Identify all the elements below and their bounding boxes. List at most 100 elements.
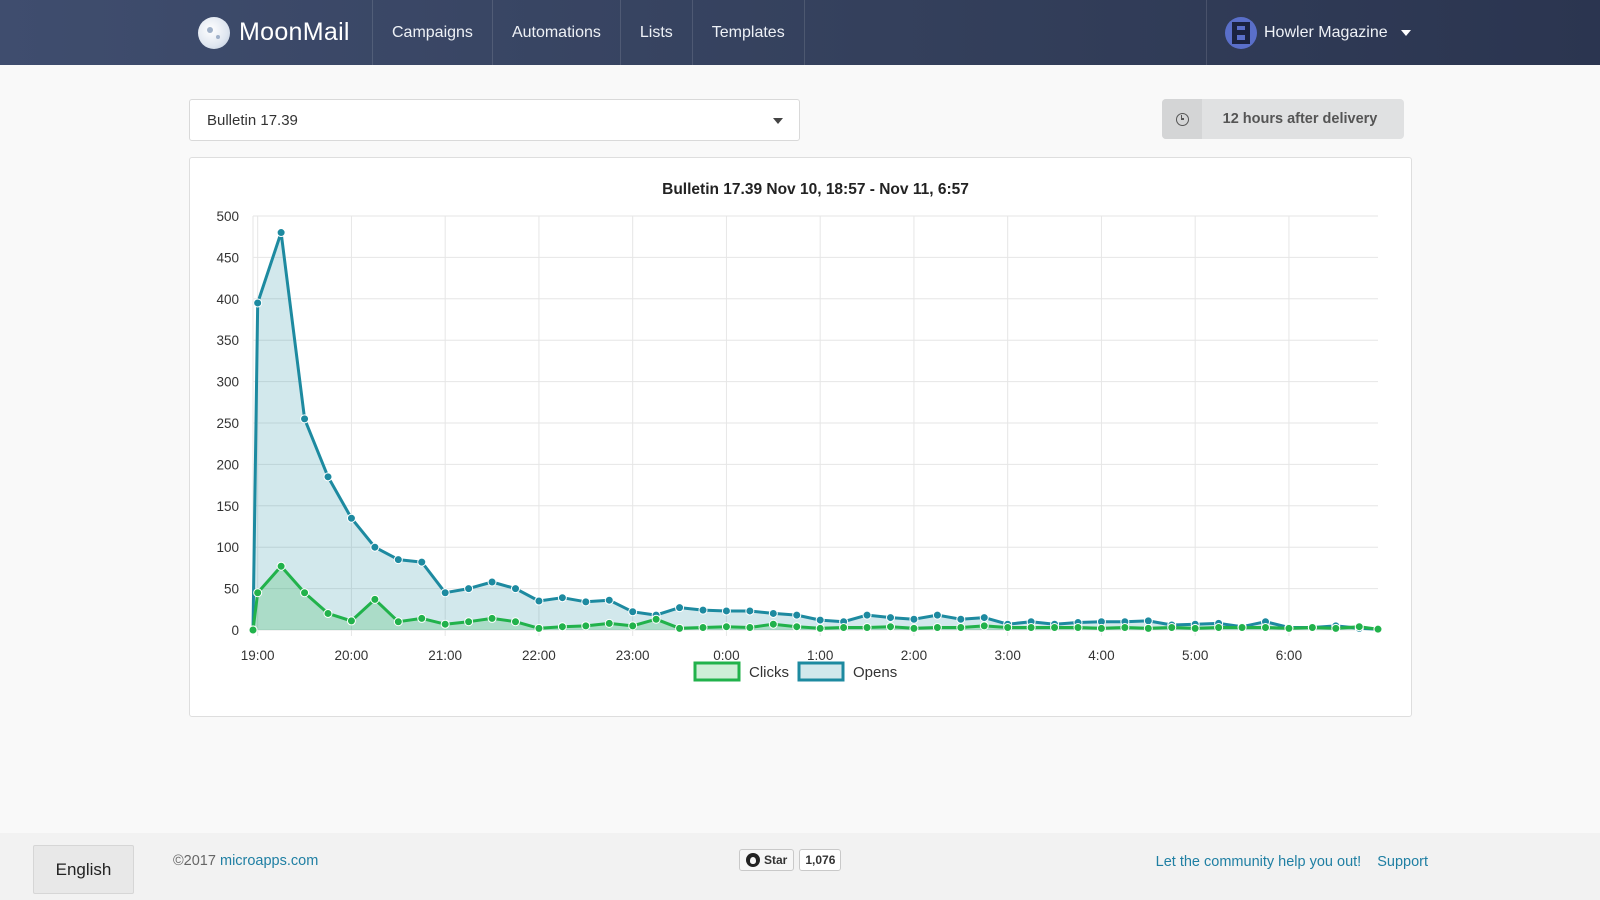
clicks-point xyxy=(248,625,258,635)
opens-point xyxy=(721,606,731,616)
brand-link[interactable]: MoonMail xyxy=(198,0,350,65)
clicks-point xyxy=(1307,623,1317,633)
clicks-point xyxy=(1026,623,1036,633)
clicks-legend-label: Clicks xyxy=(749,664,789,681)
x-tick-label: 6:00 xyxy=(1276,648,1302,663)
nav-campaigns[interactable]: Campaigns xyxy=(372,0,492,65)
opens-point xyxy=(393,555,403,565)
nav-templates[interactable]: Templates xyxy=(691,0,805,65)
clicks-point xyxy=(721,622,731,632)
clicks-point xyxy=(675,623,685,633)
y-tick-label: 0 xyxy=(231,623,239,638)
clicks-point xyxy=(1331,623,1341,633)
clicks-point xyxy=(1190,623,1200,633)
y-tick-label: 300 xyxy=(216,375,239,390)
y-tick-label: 350 xyxy=(216,333,239,348)
clicks-point xyxy=(1096,623,1106,633)
clicks-point xyxy=(557,622,567,632)
opens-point xyxy=(581,597,591,607)
account-menu[interactable]: Howler Magazine xyxy=(1206,0,1416,65)
x-tick-label: 2:00 xyxy=(901,648,927,663)
clicks-point xyxy=(1120,623,1130,633)
x-tick-label: 0:00 xyxy=(713,648,739,663)
clicks-point xyxy=(1143,623,1153,633)
nav-automations[interactable]: Automations xyxy=(491,0,620,65)
opens-legend-label: Opens xyxy=(853,664,897,681)
clicks-point xyxy=(815,623,825,633)
opens-point xyxy=(745,606,755,616)
clicks-point xyxy=(464,617,474,627)
clicks-point xyxy=(839,623,849,633)
clicks-point xyxy=(534,623,544,633)
clicks-point xyxy=(956,623,966,633)
delivery-window-label: 12 hours after delivery xyxy=(1222,111,1378,127)
y-tick-label: 50 xyxy=(224,582,239,597)
clicks-point xyxy=(346,616,356,626)
opens-point xyxy=(417,557,427,567)
opens-point xyxy=(487,577,497,587)
campaign-select[interactable]: Bulletin 17.39 xyxy=(189,99,800,141)
clock-icon xyxy=(1175,112,1189,126)
clicks-point xyxy=(1354,622,1364,632)
opens-point xyxy=(979,613,989,623)
copyright-prefix: ©2017 xyxy=(173,853,216,869)
opens-point xyxy=(346,513,356,523)
opens-point xyxy=(511,584,520,594)
github-star-button[interactable]: Star xyxy=(739,849,795,871)
clicks-point xyxy=(698,623,708,633)
main-nav: Campaigns Automations Lists Templates xyxy=(372,0,805,65)
chart-panel: Bulletin 17.39 Nov 10, 18:57 - Nov 11, 6… xyxy=(189,157,1412,717)
x-tick-label: 22:00 xyxy=(522,648,556,663)
footer: English ©2017 microapps.com Star 1,076 L… xyxy=(0,833,1600,900)
opens-point xyxy=(956,614,966,624)
clicks-point xyxy=(604,618,614,628)
opens-point xyxy=(675,603,685,613)
github-star-widget: Star 1,076 xyxy=(739,849,842,871)
y-tick-label: 250 xyxy=(216,416,239,431)
clicks-point xyxy=(1214,623,1224,633)
clicks-point xyxy=(909,623,919,633)
chevron-down-icon xyxy=(773,118,783,124)
clicks-point xyxy=(393,617,403,627)
clicks-point xyxy=(1003,623,1013,633)
x-tick-label: 21:00 xyxy=(428,648,462,663)
y-tick-label: 500 xyxy=(216,209,239,224)
opens-point xyxy=(604,595,614,605)
opens-point xyxy=(1143,616,1153,626)
campaign-select-value: Bulletin 17.39 xyxy=(207,111,298,129)
clicks-point xyxy=(862,623,872,633)
clicks-point xyxy=(932,623,942,633)
clicks-point xyxy=(417,613,427,623)
language-button[interactable]: English xyxy=(33,845,134,894)
support-link[interactable]: Support xyxy=(1377,854,1428,870)
clicks-point xyxy=(1167,623,1177,633)
opens-point xyxy=(557,593,567,603)
github-star-count[interactable]: 1,076 xyxy=(799,849,842,871)
opens-point xyxy=(862,610,872,620)
x-tick-label: 4:00 xyxy=(1088,648,1114,663)
opens-point xyxy=(440,588,450,598)
footer-links: Let the community help you out! Support xyxy=(1156,854,1428,870)
clicks-point xyxy=(300,588,310,598)
delivery-window-button[interactable]: 12 hours after delivery xyxy=(1162,99,1404,139)
nav-lists[interactable]: Lists xyxy=(619,0,692,65)
chevron-down-icon xyxy=(1400,29,1411,36)
moon-logo-icon xyxy=(198,16,230,49)
clicks-point xyxy=(1284,623,1294,633)
x-tick-label: 3:00 xyxy=(995,648,1021,663)
account-name: Howler Magazine xyxy=(1264,23,1388,41)
microapps-link[interactable]: microapps.com xyxy=(219,853,319,869)
opens-point xyxy=(534,596,544,606)
opens-point xyxy=(628,607,638,617)
clicks-point xyxy=(1373,624,1383,634)
opens-legend-swatch xyxy=(797,661,845,682)
y-tick-label: 400 xyxy=(216,292,239,307)
x-tick-label: 1:00 xyxy=(807,648,833,663)
top-navbar: MoonMail Campaigns Automations Lists Tem… xyxy=(0,0,1600,65)
opens-point xyxy=(323,472,333,482)
opens-point xyxy=(698,605,708,615)
clicks-point xyxy=(886,622,895,632)
x-tick-label: 20:00 xyxy=(335,648,369,663)
community-link[interactable]: Let the community help you out! xyxy=(1155,854,1362,870)
clicks-point xyxy=(1237,623,1247,633)
